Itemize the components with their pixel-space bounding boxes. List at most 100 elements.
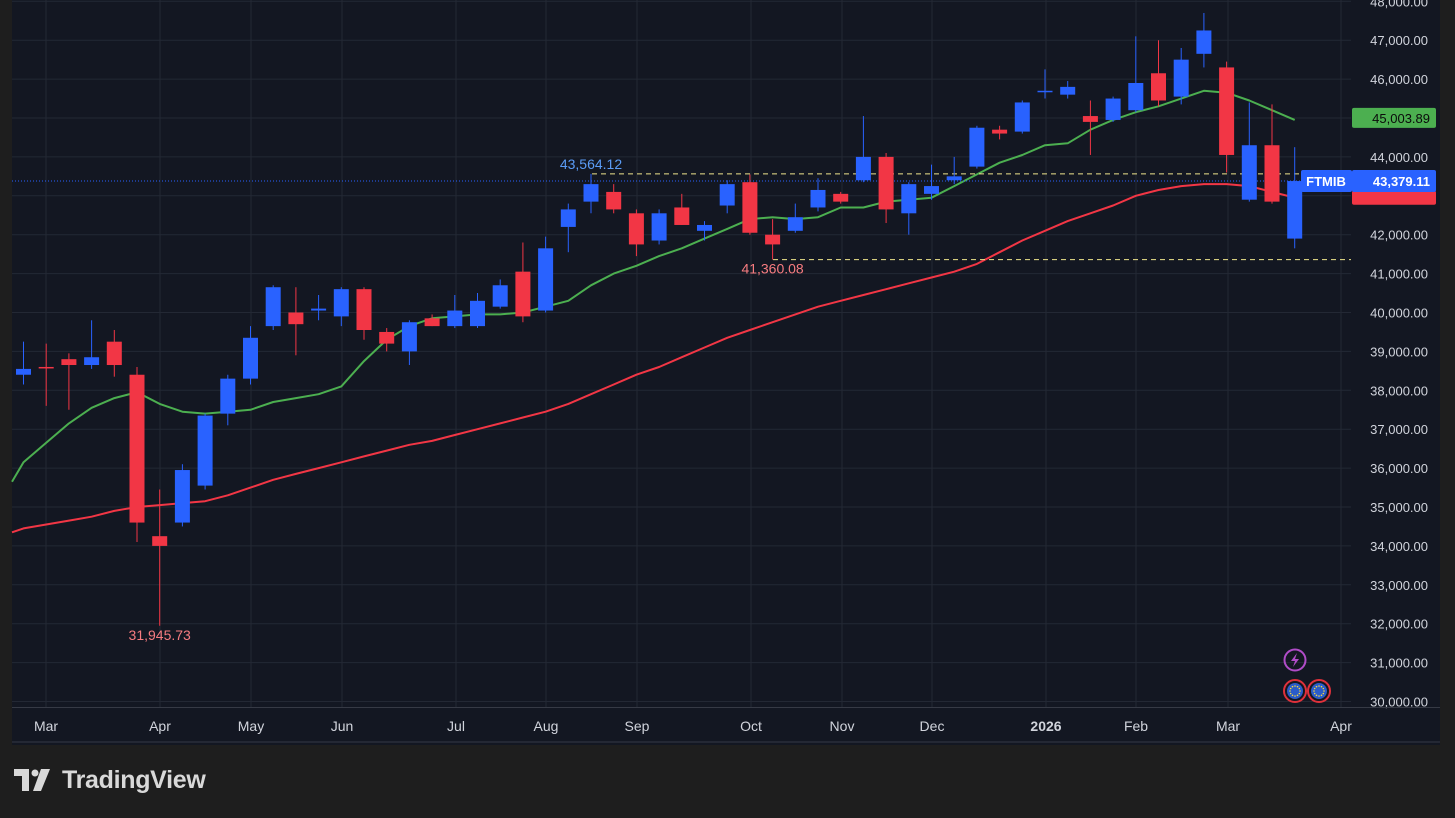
candle-body [742, 182, 758, 233]
candle [1196, 12, 1212, 68]
lightning-icon-ring [1283, 648, 1307, 672]
candle-body [401, 322, 417, 352]
symbol-tag-text: FTMIB [1306, 174, 1346, 189]
candle [1082, 100, 1098, 155]
y-tick-label: 44,000.00 [1370, 150, 1428, 165]
candle [810, 178, 826, 212]
candle [288, 287, 304, 356]
candle-body [1060, 86, 1076, 95]
candle [651, 209, 667, 245]
candle-body [1128, 82, 1144, 111]
candle-body [855, 156, 871, 181]
candle-body [924, 186, 939, 194]
eu-flag-star [1298, 692, 1301, 695]
candle [1241, 102, 1257, 202]
candle-body [38, 366, 54, 369]
candle-body [833, 193, 849, 202]
eu-flag-icon [1283, 679, 1307, 703]
eu-flag-star [1322, 687, 1325, 690]
eu-flag-star [1318, 695, 1320, 697]
candle [1219, 61, 1235, 173]
ma-fast-price-tag: 45,003.89 [1352, 107, 1436, 128]
y-tick-label: 34,000.00 [1370, 539, 1428, 554]
candle-body [61, 359, 77, 366]
eu-flag-star [1322, 692, 1325, 695]
candle-body [1105, 98, 1121, 120]
x-tick-label: Sep [625, 718, 650, 734]
ma-line-slow [11, 183, 1295, 534]
candle [38, 343, 54, 406]
x-tick-label: Jul [447, 718, 465, 734]
candle [1037, 69, 1053, 99]
eu-flag-star [1296, 685, 1299, 688]
tradingview-logo-text: TradingView [62, 765, 206, 794]
candle [243, 326, 258, 385]
candle-body [674, 207, 690, 225]
candle-body [606, 191, 622, 210]
candle-body [1082, 116, 1098, 122]
candlestick-chart[interactable]: 30,000.00 31,000.00 32,000.00 33,000.00 34,0… [0, 0, 1455, 745]
eu-flag-star [1323, 690, 1325, 692]
candle-body [1173, 59, 1189, 97]
candle [1151, 40, 1166, 107]
candle-body [174, 470, 190, 523]
event-icons [1283, 648, 1331, 703]
eu-flag-icon-ring [1283, 679, 1307, 703]
candle [697, 221, 712, 241]
eu-flag-star [1313, 692, 1316, 695]
candle-body [901, 184, 917, 214]
eu-flag-star [1298, 687, 1301, 690]
tradingview-logo[interactable]: TradingView [14, 764, 206, 796]
y-tick-label: 31,000.00 [1370, 656, 1428, 671]
x-tick-label: Dec [920, 718, 945, 734]
candle [84, 320, 100, 369]
candle-body [379, 331, 395, 344]
candle-body [651, 213, 667, 241]
candle [470, 293, 485, 329]
eu-flag-star [1294, 685, 1296, 687]
candle [152, 489, 168, 626]
chart-panel[interactable]: 30,000.00 31,000.00 32,000.00 33,000.00 34,0… [0, 0, 1455, 745]
ma-line-fast [11, 89, 1296, 483]
candle [129, 366, 145, 543]
y-tick-label: 42,000.00 [1370, 228, 1428, 243]
lightning-icon [1283, 648, 1307, 672]
candle [992, 125, 1008, 140]
candle-body [492, 285, 508, 307]
candle-body [628, 213, 644, 245]
candle-body [16, 368, 31, 375]
moving-averages [11, 89, 1296, 534]
candle-body [560, 209, 576, 227]
candle [401, 320, 417, 366]
candle-body [311, 308, 327, 311]
candle [628, 209, 644, 257]
y-tick-label: 47,000.00 [1370, 33, 1428, 48]
candle [220, 374, 236, 426]
candle [1060, 81, 1076, 99]
candle [538, 236, 554, 313]
eu-flag-star [1313, 690, 1315, 692]
eu-flag-star [1315, 685, 1318, 688]
candle-body [1196, 30, 1212, 54]
min-price-label: 31,945.73 [129, 627, 191, 643]
candle-body [288, 312, 304, 325]
candle-body [1219, 67, 1235, 155]
y-tick-label: 36,000.00 [1370, 461, 1428, 476]
eu-flag-icon-disc [1311, 683, 1327, 699]
chart-gutter [1440, 0, 1455, 745]
last-price-tag-text: 43,379.11 [1373, 174, 1430, 189]
candle [106, 330, 122, 377]
eu-flag-star [1318, 685, 1320, 687]
y-tick-label: 37,000.00 [1370, 422, 1428, 437]
candle-body [129, 374, 145, 523]
y-tick-label: 35,000.00 [1370, 500, 1428, 515]
y-tick-label: 41,000.00 [1370, 267, 1428, 282]
candle [1287, 147, 1303, 249]
candle-body [765, 234, 781, 245]
eu-flag-star [1294, 695, 1296, 697]
candle-body [719, 184, 735, 206]
y-tick-label: 38,000.00 [1370, 383, 1428, 398]
candle-body [878, 156, 894, 210]
candle [719, 180, 735, 214]
last-price-tag-bg [1352, 170, 1436, 193]
